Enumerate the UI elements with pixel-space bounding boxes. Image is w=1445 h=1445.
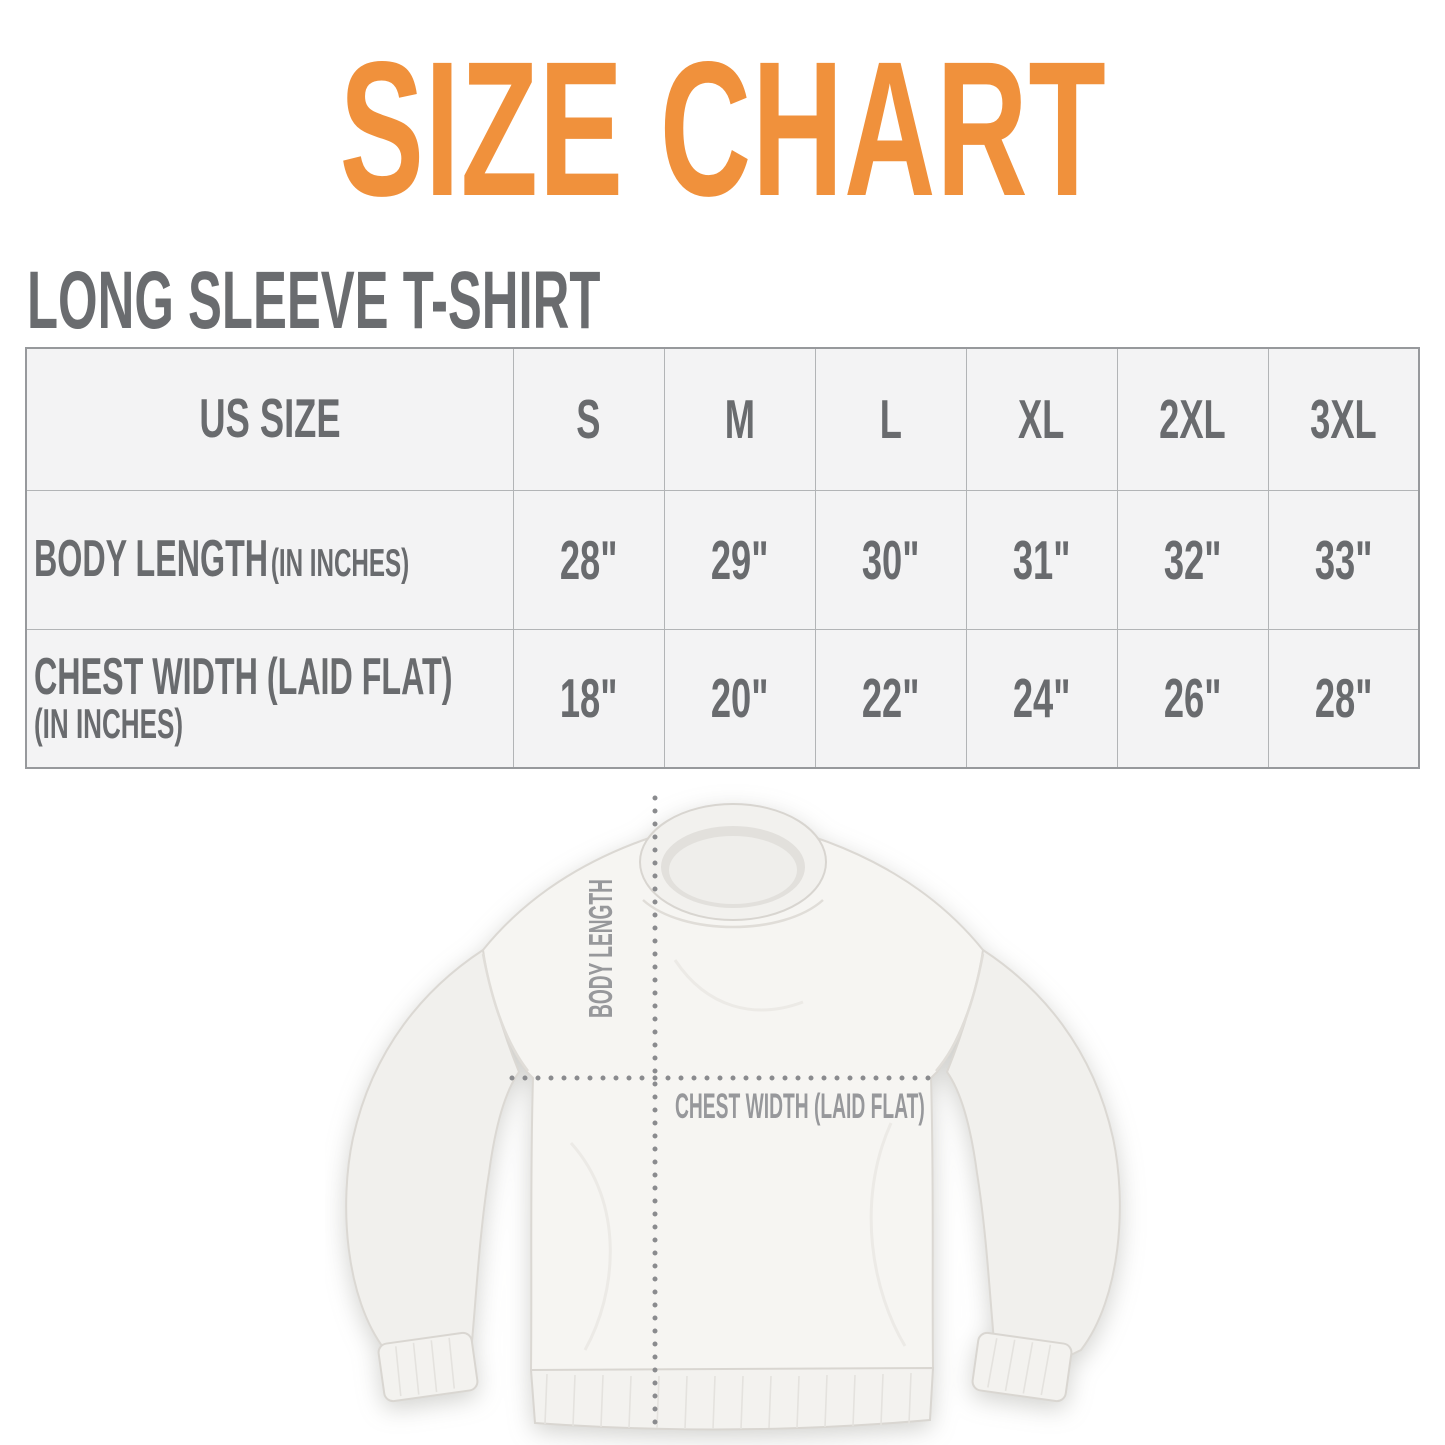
hem-ribbing xyxy=(544,1372,912,1430)
size-m-label: M xyxy=(724,388,755,451)
size-l-label: L xyxy=(879,388,902,451)
product-type-heading: LONG SLEEVE T-SHIRT xyxy=(27,260,952,342)
body-length-value-3xl: 33" xyxy=(1267,489,1420,630)
right-sleeve xyxy=(946,949,1121,1391)
chest-width-row: CHEST WIDTH (LAID FLAT) (IN INCHES) 18" 2… xyxy=(25,628,1420,769)
fabric-fold xyxy=(569,1141,612,1351)
body-length-value-2xl: 32" xyxy=(1116,489,1269,630)
chest-width-row-unit: (IN INCHES) xyxy=(34,700,184,748)
chest-width-diagram-label: CHEST WIDTH (LAID FLAT) xyxy=(675,1086,925,1126)
page-title-text: SIZE CHART xyxy=(339,21,1106,236)
header-cell-size-l: L xyxy=(814,347,967,491)
body-length-value-s: 28" xyxy=(512,489,665,630)
right-underarm-seam xyxy=(935,953,985,1072)
fabric-fold xyxy=(869,1122,907,1347)
chest-width-label-cell: CHEST WIDTH (LAID FLAT) (IN INCHES) xyxy=(25,628,514,769)
right-cuff xyxy=(971,1331,1073,1403)
left-sleeve xyxy=(345,949,520,1391)
header-cell-size-2xl: 2XL xyxy=(1116,347,1269,491)
chest-width-value-3xl: 28" xyxy=(1267,628,1420,769)
size-s-label: S xyxy=(576,388,601,451)
body-length-row-label: BODY LENGTH xyxy=(34,530,269,589)
chest-width-value-xl: 24" xyxy=(965,628,1118,769)
body-length-value-l: 30" xyxy=(814,489,967,630)
body-length-value-m: 29" xyxy=(663,489,816,630)
hem-band xyxy=(529,1366,935,1431)
chest-width-row-label: CHEST WIDTH (LAID FLAT) xyxy=(34,648,453,707)
chest-width-value-2xl: 26" xyxy=(1116,628,1269,769)
size-table: US SIZE S M L XL 2XL 3XL BODY LENGTH (IN… xyxy=(25,347,1420,769)
header-cell-size-s: S xyxy=(512,347,665,491)
collar-inside xyxy=(669,836,797,904)
body-length-row-unit: (IN INCHES) xyxy=(270,542,410,586)
body-length-label-cell: BODY LENGTH (IN INCHES) xyxy=(25,489,514,630)
fabric-fold xyxy=(673,959,804,1012)
chest-width-value-s: 18" xyxy=(512,628,665,769)
body-length-value-xl: 31" xyxy=(965,489,1118,630)
size-3xl-label: 3XL xyxy=(1309,388,1377,451)
sweatshirt-illustration xyxy=(345,803,1121,1431)
size-xl-label: XL xyxy=(1018,388,1065,451)
size-2xl-label: 2XL xyxy=(1159,388,1226,451)
left-cuff xyxy=(377,1331,479,1403)
header-cell-size-m: M xyxy=(663,347,816,491)
page-title: SIZE CHART xyxy=(0,16,1445,243)
collar-stitch xyxy=(642,899,824,929)
chest-width-value-l: 22" xyxy=(814,628,967,769)
body-length-diagram-label: BODY LENGTH xyxy=(583,879,620,1018)
header-cell-size-xl: XL xyxy=(965,347,1118,491)
header-cell-us-size: US SIZE xyxy=(25,347,514,491)
chest-width-value-m: 20" xyxy=(663,628,816,769)
body-length-row: BODY LENGTH (IN INCHES) 28" 29" 30" 31" … xyxy=(25,489,1420,630)
table-header-row: US SIZE S M L XL 2XL 3XL xyxy=(25,347,1420,491)
left-underarm-seam xyxy=(481,953,529,1072)
product-type-text: LONG SLEEVE T-SHIRT xyxy=(27,255,601,346)
us-size-label: US SIZE xyxy=(199,387,341,450)
header-cell-size-3xl: 3XL xyxy=(1267,347,1420,491)
garment-measurement-diagram: BODY LENGTH CHEST WIDTH (LAID FLAT) xyxy=(345,795,1121,1431)
